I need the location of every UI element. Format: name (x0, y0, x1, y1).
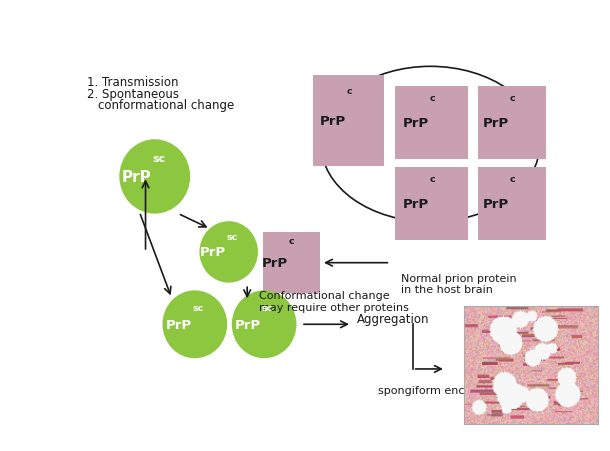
Ellipse shape (232, 291, 296, 359)
Text: PrP: PrP (403, 116, 428, 129)
Text: PrP: PrP (165, 318, 192, 331)
Text: sc: sc (262, 304, 273, 312)
Text: spongiform encephalopathy: spongiform encephalopathy (378, 385, 534, 395)
Text: c: c (429, 93, 435, 102)
Text: c: c (346, 87, 352, 96)
Text: PrP: PrP (483, 198, 509, 211)
Text: c: c (289, 237, 295, 246)
Text: c: c (510, 175, 515, 184)
Text: sc: sc (226, 232, 238, 241)
Ellipse shape (120, 140, 190, 214)
Text: Conformational change
may require other proteins: Conformational change may require other … (259, 291, 409, 312)
FancyBboxPatch shape (478, 168, 546, 241)
FancyBboxPatch shape (478, 87, 546, 159)
Ellipse shape (162, 291, 227, 359)
FancyBboxPatch shape (395, 87, 468, 159)
Text: PrP: PrP (199, 246, 226, 259)
Text: PrP: PrP (403, 198, 428, 211)
Text: 1. Transmission: 1. Transmission (87, 76, 179, 88)
Text: Normal prion protein
in the host brain: Normal prion protein in the host brain (401, 273, 517, 295)
Ellipse shape (199, 222, 258, 283)
FancyBboxPatch shape (314, 76, 384, 166)
Text: c: c (429, 175, 435, 184)
Text: PrP: PrP (320, 115, 346, 128)
Text: Aggregation: Aggregation (356, 312, 429, 325)
Text: conformational change: conformational change (98, 99, 234, 112)
Text: PrP: PrP (483, 116, 509, 129)
Text: 2. Spontaneous: 2. Spontaneous (87, 88, 179, 101)
Text: PrP: PrP (122, 170, 152, 184)
Text: PrP: PrP (262, 257, 288, 270)
Text: c: c (510, 93, 515, 102)
Text: sc: sc (193, 304, 204, 312)
Text: sc: sc (152, 154, 165, 164)
Text: PrP: PrP (235, 318, 261, 331)
FancyBboxPatch shape (395, 168, 468, 241)
FancyBboxPatch shape (262, 232, 320, 294)
